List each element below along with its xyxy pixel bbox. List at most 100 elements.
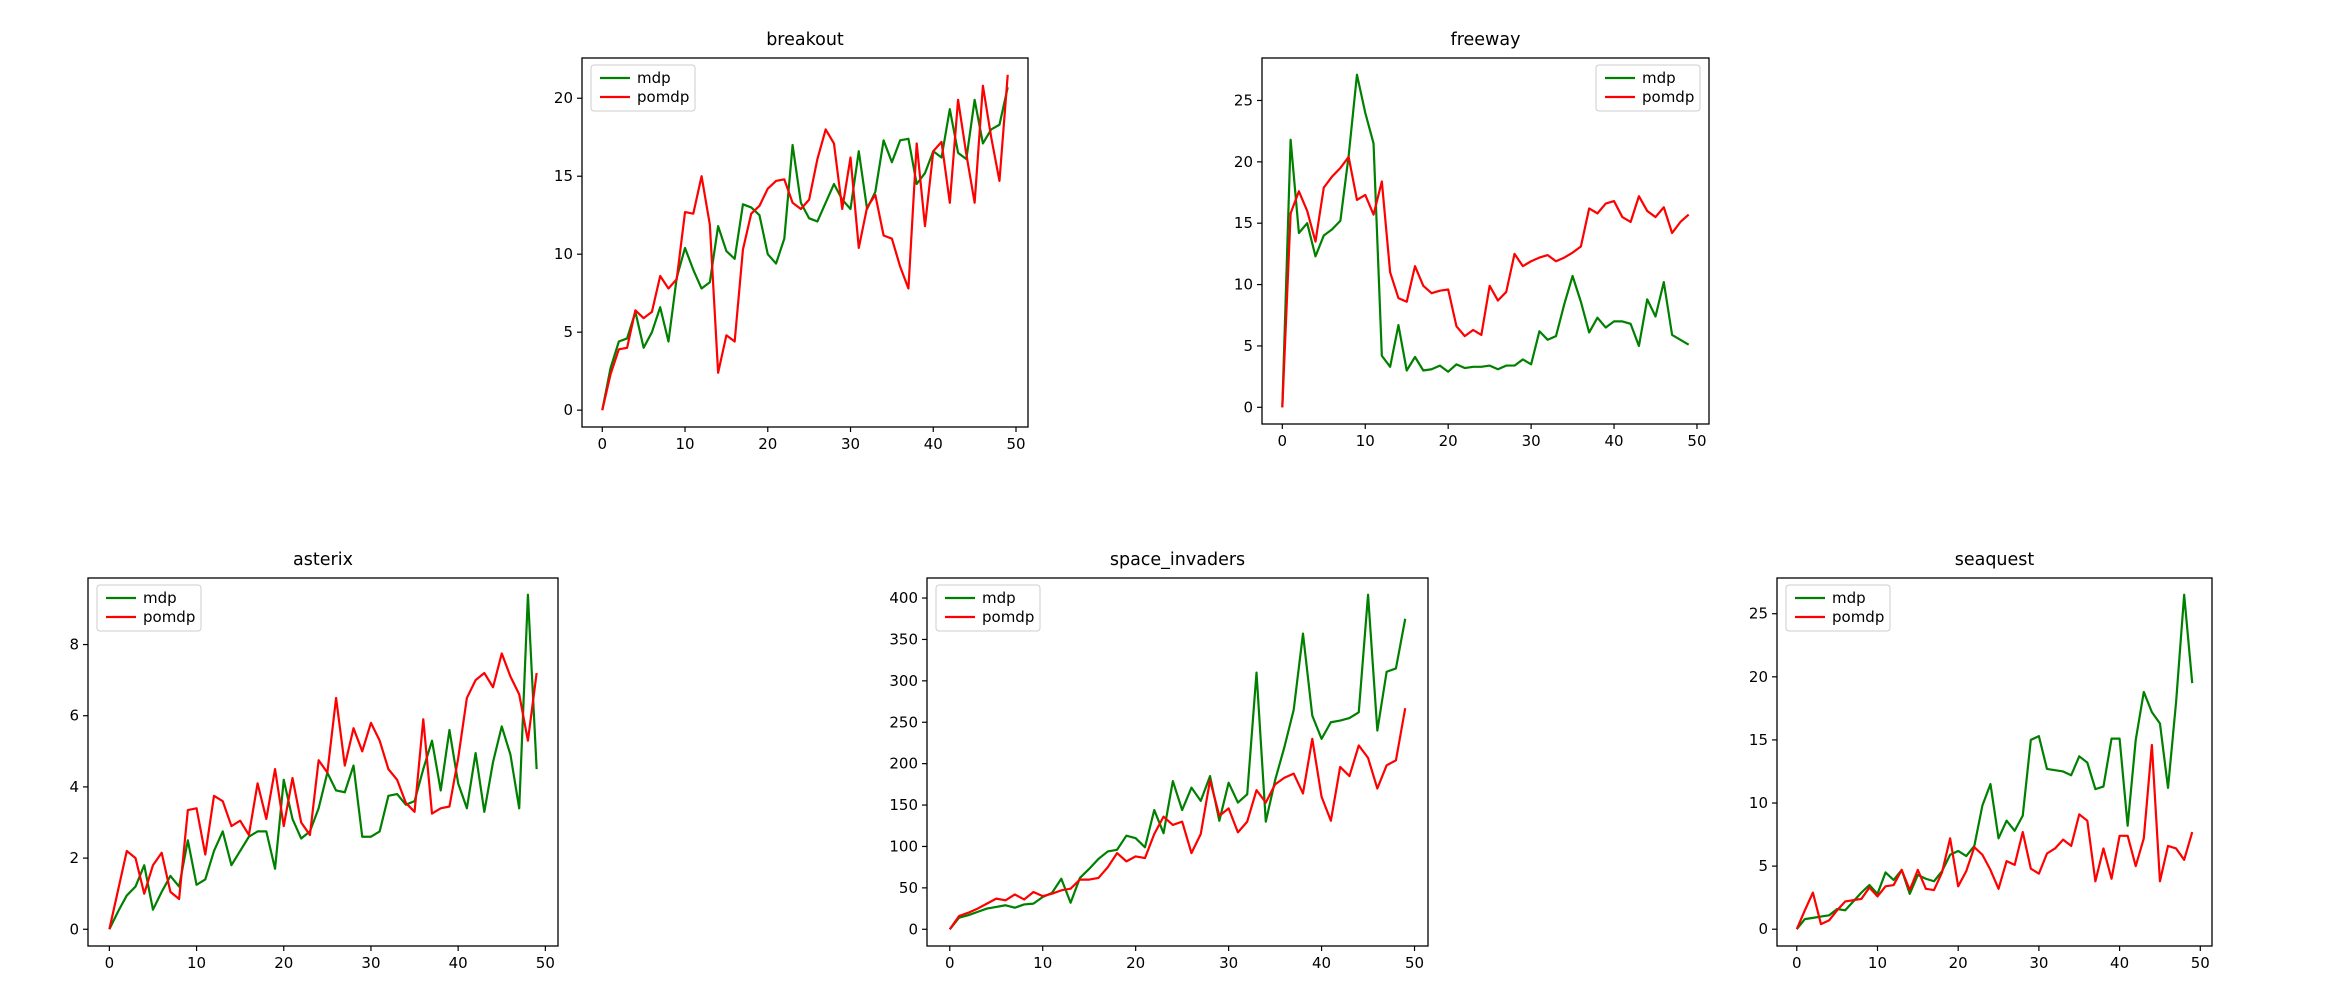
x-tick-label: 40 (924, 435, 943, 453)
x-tick-label: 50 (536, 954, 555, 972)
series-line-mdp (1281, 73, 1690, 408)
chart-freeway: 0 10 20 30 40 50 0 5 10 15 20 25 freeway mdp pomdp (1212, 20, 1724, 466)
x-tick-label: 10 (675, 435, 694, 453)
legend-label-mdp: mdp (143, 589, 177, 607)
legend-label-pomdp: pomdp (1832, 608, 1884, 626)
y-tick-label: 0 (563, 401, 573, 419)
x-tick-label: 10 (1356, 432, 1375, 450)
series-line-pomdp (601, 74, 1009, 411)
chart-title: space_invaders (1110, 550, 1245, 570)
legend-box (590, 64, 696, 112)
y-tick-label: 250 (889, 713, 918, 731)
x-tick-label: 20 (1439, 432, 1458, 450)
y-tick-label: 0 (69, 920, 79, 938)
series-line-mdp (1795, 593, 2194, 930)
x-tick-label: 50 (1405, 954, 1424, 972)
legend-box (1785, 584, 1891, 632)
x-tick-label: 50 (2191, 954, 2210, 972)
y-tick-label: 150 (889, 796, 918, 814)
legend-box (935, 584, 1041, 632)
x-tick-label: 0 (1278, 432, 1288, 450)
chart-title: seaquest (1955, 550, 2035, 570)
series-line-pomdp (108, 652, 538, 930)
x-tick-label: 20 (1126, 954, 1145, 972)
y-tick-label: 15 (554, 167, 573, 185)
y-tick-label: 10 (1749, 794, 1768, 812)
x-tick-label: 0 (1792, 954, 1802, 972)
chart-svg: 0 10 20 30 40 50 0 50 100 150 200 250 300 350 400 space… (889, 550, 1429, 972)
x-tick-label: 20 (1949, 954, 1968, 972)
series-line-pomdp (948, 707, 1407, 930)
y-tick-label: 6 (69, 707, 79, 725)
series-line-pomdp (1281, 155, 1690, 408)
legend-label-pomdp: pomdp (982, 608, 1034, 626)
y-tick-label: 50 (899, 879, 918, 897)
legend-box (96, 584, 202, 632)
x-tick-label: 20 (274, 954, 293, 972)
y-tick-label: 15 (1749, 731, 1768, 749)
y-tick-label: 200 (889, 755, 918, 773)
y-tick-label: 5 (1243, 337, 1253, 355)
y-tick-label: 100 (889, 837, 918, 855)
chart-title: freeway (1451, 30, 1521, 50)
y-tick-label: 20 (1749, 668, 1768, 686)
chart-space_invaders: 0 10 20 30 40 50 0 50 100 150 200 250 300 350 400 space… (877, 540, 1443, 988)
chart-asterix: 0 10 20 30 40 50 0 2 4 6 8 asterix mdp pomdp (38, 540, 573, 988)
chart-breakout: 0 10 20 30 40 50 0 5 10 15 20 breakout mdp pomdp (532, 20, 1043, 469)
series-line-mdp (948, 593, 1407, 930)
x-tick-label: 30 (2029, 954, 2048, 972)
x-tick-label: 10 (1033, 954, 1052, 972)
plot-frame (926, 577, 1429, 947)
y-tick-label: 20 (1234, 153, 1253, 171)
legend-label-pomdp: pomdp (143, 608, 195, 626)
y-tick-label: 300 (889, 672, 918, 690)
legend-label-mdp: mdp (1642, 69, 1676, 87)
y-tick-label: 25 (1234, 91, 1253, 109)
x-tick-label: 10 (187, 954, 206, 972)
x-tick-label: 50 (1006, 435, 1025, 453)
x-tick-label: 30 (1522, 432, 1541, 450)
legend-label-mdp: mdp (637, 69, 671, 87)
plot-frame (1776, 577, 2213, 947)
y-tick-label: 5 (563, 323, 573, 341)
y-tick-label: 8 (69, 636, 79, 654)
plot-frame (87, 577, 559, 947)
plot-frame (1261, 57, 1710, 425)
chart-seaquest: 0 10 20 30 40 50 0 5 10 15 20 25 seaquest mdp pomdp (1727, 540, 2227, 988)
x-tick-label: 10 (1868, 954, 1887, 972)
chart-title: breakout (766, 30, 844, 50)
x-tick-label: 30 (1219, 954, 1238, 972)
plot-frame (581, 57, 1029, 428)
x-tick-label: 40 (1312, 954, 1331, 972)
x-tick-label: 40 (449, 954, 468, 972)
y-tick-label: 0 (908, 920, 918, 938)
x-tick-label: 0 (945, 954, 955, 972)
x-tick-label: 30 (841, 435, 860, 453)
legend-label-mdp: mdp (1832, 589, 1866, 607)
x-tick-label: 40 (2110, 954, 2129, 972)
series-line-mdp (601, 87, 1009, 411)
x-tick-label: 30 (361, 954, 380, 972)
y-tick-label: 0 (1243, 398, 1253, 416)
legend-label-pomdp: pomdp (637, 88, 689, 106)
y-tick-label: 25 (1749, 605, 1768, 623)
legend-label-mdp: mdp (982, 589, 1016, 607)
legend-box (1595, 64, 1701, 112)
y-tick-label: 4 (69, 778, 79, 796)
x-tick-label: 0 (597, 435, 607, 453)
y-tick-label: 2 (69, 849, 79, 867)
y-tick-label: 5 (1758, 857, 1768, 875)
y-tick-label: 0 (1758, 920, 1768, 938)
chart-title: asterix (293, 550, 353, 570)
y-tick-label: 15 (1234, 214, 1253, 232)
y-tick-label: 400 (889, 589, 918, 607)
